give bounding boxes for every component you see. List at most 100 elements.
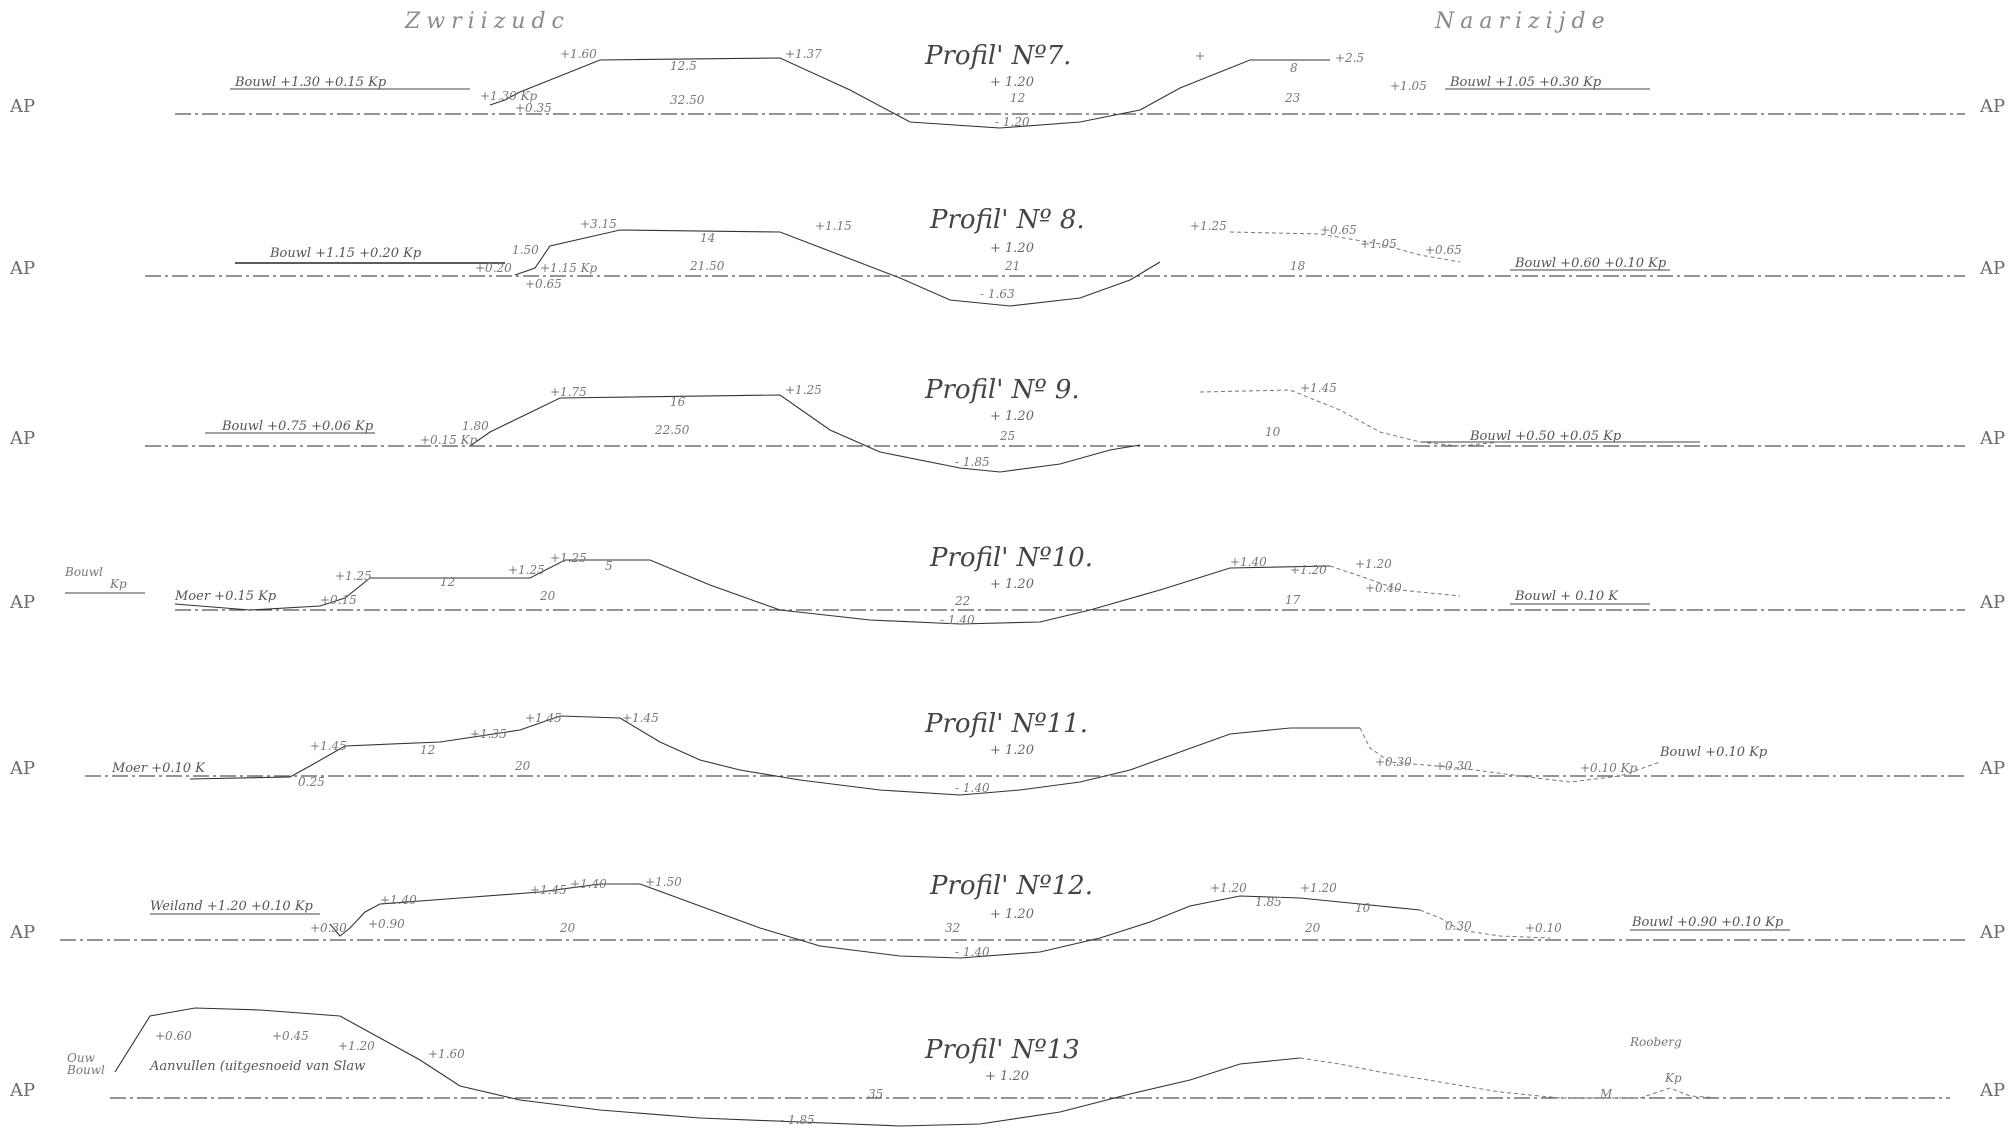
center-depth: - 1.40	[955, 945, 990, 959]
ground-profile	[189, 715, 1360, 796]
center-depth: - 1.40	[940, 613, 975, 627]
left-ouw-label: Ouw	[67, 1051, 96, 1065]
datum-label-right: AP	[1979, 428, 2005, 449]
elevation-label: +1.20	[1290, 563, 1327, 577]
center-width: 25	[999, 429, 1015, 443]
right-annotation: Bouwl +0.60 +0.10 Kp	[1514, 256, 1667, 271]
datum-label-right: AP	[1979, 96, 2005, 117]
center-depth: - 1.40	[955, 781, 990, 795]
elevation-label: +1.45	[1300, 381, 1337, 395]
elevation-label: +1.60	[428, 1047, 465, 1061]
datum-label-right: AP	[1979, 758, 2005, 779]
elevation-label: +1.60	[560, 47, 597, 61]
width-label: 20	[539, 589, 556, 603]
ground-profile	[114, 1007, 1301, 1127]
elevation-label: +1.50	[645, 875, 682, 889]
width-label: 20	[1304, 921, 1321, 935]
width-label: 5	[605, 559, 613, 573]
elevation-label: +1.05	[1390, 79, 1427, 93]
profile-title: Profil' Nº10.	[929, 543, 1093, 573]
right-side-header: Naarizijde	[1434, 9, 1611, 34]
center-depth: - 1.20	[995, 115, 1030, 129]
width-label: 8	[1290, 61, 1298, 75]
width-label: 10	[1355, 901, 1371, 915]
elevation-label: +0.30	[310, 921, 347, 935]
elevation-label: +1.20	[1355, 557, 1392, 571]
center-depth: - 1.63	[980, 287, 1015, 301]
left-side-header: Zwriizudc	[404, 9, 570, 34]
right-bank-profile	[1199, 389, 1501, 447]
elevation-label: +3.15	[580, 217, 617, 231]
left-bouwl-unit: Kp	[109, 577, 127, 591]
right-rooberg-label: Rooberg	[1629, 1035, 1682, 1049]
center-elevation: + 1.20	[990, 577, 1034, 592]
elevation-label: +1.45	[530, 883, 567, 897]
right-annotation: Bouwl +0.90 +0.10 Kp	[1631, 915, 1784, 930]
elevation-label: +1.05	[1360, 237, 1397, 251]
right-annotation: Bouwl +1.05 +0.30 Kp	[1449, 75, 1602, 90]
left-bouwl-label: Bouwl	[64, 565, 103, 579]
elevation-label: +0.45	[272, 1029, 309, 1043]
elevation-label: 0.25	[298, 775, 325, 789]
elevation-label: +1.40	[380, 893, 417, 907]
datum-label-left: AP	[9, 1080, 35, 1101]
width-label: 14	[700, 231, 715, 245]
profile-11: AP AP Profil' Nº11. + 1.20 - 1.40 Moer +…	[9, 709, 2005, 796]
elevation-label: +0.15 Kp	[420, 433, 478, 447]
elevation-label: +1.25	[1190, 219, 1227, 233]
left-annotation: Moer +0.15 Kp	[174, 589, 277, 604]
elevation-label: +0.30	[1435, 759, 1472, 773]
elevation-label: +0.65	[525, 277, 562, 291]
elevation-label: +1.25	[335, 569, 372, 583]
center-width: 35	[868, 1087, 883, 1101]
right-bank-profile	[1299, 1057, 1721, 1099]
elevation-label: +0.20	[475, 261, 512, 275]
center-width: 21	[1004, 259, 1020, 273]
profile-9: AP AP Profil' Nº 9. + 1.20 25 - 1.85 Bou…	[9, 375, 2005, 473]
elevation-label: +1.20	[1300, 881, 1337, 895]
datum-label-right: AP	[1979, 1080, 2005, 1101]
right-annotation: Bouwl +0.10 Kp	[1659, 745, 1768, 760]
center-elevation: + 1.20	[990, 743, 1034, 758]
datum-label-left: AP	[9, 96, 35, 117]
elevation-label: +1.37	[785, 47, 822, 61]
width-label: 20	[514, 759, 531, 773]
left-bouwl-label: Bouwl	[66, 1063, 105, 1077]
center-width: 22	[954, 594, 970, 608]
elevation-label: +1.20	[1210, 881, 1247, 895]
elevation-label: +1.15	[815, 219, 852, 233]
elevation-label: +1.45	[622, 711, 659, 725]
elevation-label: +1.30 Kp	[480, 89, 538, 103]
elevation-label: +0.10	[1525, 921, 1562, 935]
elevation-label: +1.75	[550, 385, 587, 399]
center-depth: - 1.85	[780, 1113, 815, 1127]
datum-label-left: AP	[9, 922, 35, 943]
ground-profile	[469, 394, 1141, 473]
elevation-label: +1.45	[525, 711, 562, 725]
center-elevation: + 1.20	[985, 1069, 1029, 1084]
elevation-label: +1.45	[310, 739, 347, 753]
width-label: 18	[1290, 259, 1306, 273]
elevation-label: +1.25	[785, 383, 822, 397]
profile-title: Profil' Nº 9.	[924, 375, 1080, 405]
width-label: 12.5	[670, 59, 697, 73]
profile-title: Profil' Nº7.	[924, 41, 1071, 71]
width-label: 12	[440, 575, 455, 589]
elevation-label: 1.80	[462, 419, 489, 433]
profile-title: Profil' Nº12.	[929, 871, 1093, 901]
left-annotation: Bouwl +0.75 +0.06 Kp	[221, 419, 374, 434]
datum-label-left: AP	[9, 258, 35, 279]
ground-profile	[514, 229, 1161, 307]
profile-12: AP AP Profil' Nº12. + 1.20 32 - 1.40 Wei…	[9, 871, 2005, 959]
elevation-label: +1.25	[550, 551, 587, 565]
left-annotation: Bouwl +1.15 +0.20 Kp	[269, 246, 422, 261]
datum-label-right: AP	[1979, 592, 2005, 613]
elevation-label: +0.15	[320, 593, 357, 607]
profile-8: AP AP Profil' Nº 8. + 1.20 21 - 1.63 Bou…	[9, 205, 2005, 307]
datum-label-left: AP	[9, 592, 35, 613]
ground-profile	[329, 883, 1421, 959]
elevation-label: +0.10 Kp	[1580, 761, 1638, 775]
width-label: 23	[1284, 91, 1301, 105]
